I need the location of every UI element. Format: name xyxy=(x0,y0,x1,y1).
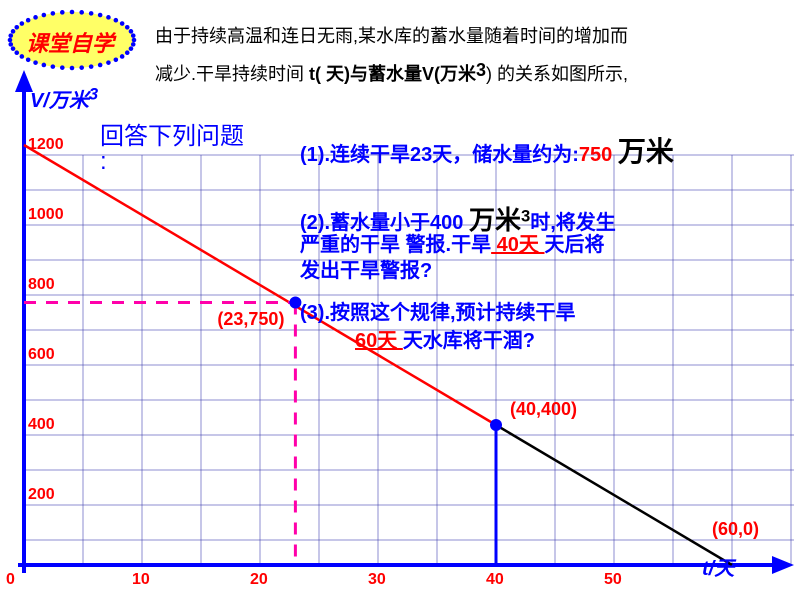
x-axis-label: t/天 xyxy=(702,552,734,581)
x-tick-30: 30 xyxy=(368,571,386,589)
y-tick-400: 400 xyxy=(28,416,55,434)
question-2-line3: 发出干旱警报? xyxy=(300,254,432,283)
y-tick-800: 800 xyxy=(28,276,55,294)
y-tick-1000: 1000 xyxy=(28,206,64,224)
question-1: (1).连续干旱23天，储水量约为:750 万米 xyxy=(300,130,674,170)
x-tick-40: 40 xyxy=(486,571,504,589)
x-tick-10: 10 xyxy=(132,571,150,589)
badge-label: 课堂自学 xyxy=(26,26,114,58)
annot-40-400: (40,400) xyxy=(510,399,577,420)
x-tick-0: 0 xyxy=(6,571,15,589)
subtitle-a: 回答下列问题 xyxy=(100,116,244,151)
annot-23-750: (23,750) xyxy=(217,309,284,330)
y-axis-label: V/万米3 xyxy=(30,84,98,113)
question-2-line2: 严重的干旱 警报.干旱 40天 天后将 xyxy=(300,228,604,257)
x-tick-50: 50 xyxy=(604,571,622,589)
problem-line1: 由于持续高温和连日无雨,某水库的蓄水量随着时间的增加而 xyxy=(155,22,628,48)
question-3-line2: 60天 天水库将干涸? xyxy=(355,324,535,353)
y-tick-1200: 1200 xyxy=(28,136,64,154)
y-tick-200: 200 xyxy=(28,486,55,504)
question-3-line1: (3).按照这个规律,预计持续干旱 xyxy=(300,296,576,325)
y-tick-600: 600 xyxy=(28,346,55,364)
subtitle-b: : xyxy=(100,148,107,176)
x-tick-20: 20 xyxy=(250,571,268,589)
annot-60-0: (60,0) xyxy=(712,519,759,540)
problem-line2: 减少.干旱持续时间 t( 天)与蓄水量V(万米3) 的关系如图所示, xyxy=(155,60,628,86)
